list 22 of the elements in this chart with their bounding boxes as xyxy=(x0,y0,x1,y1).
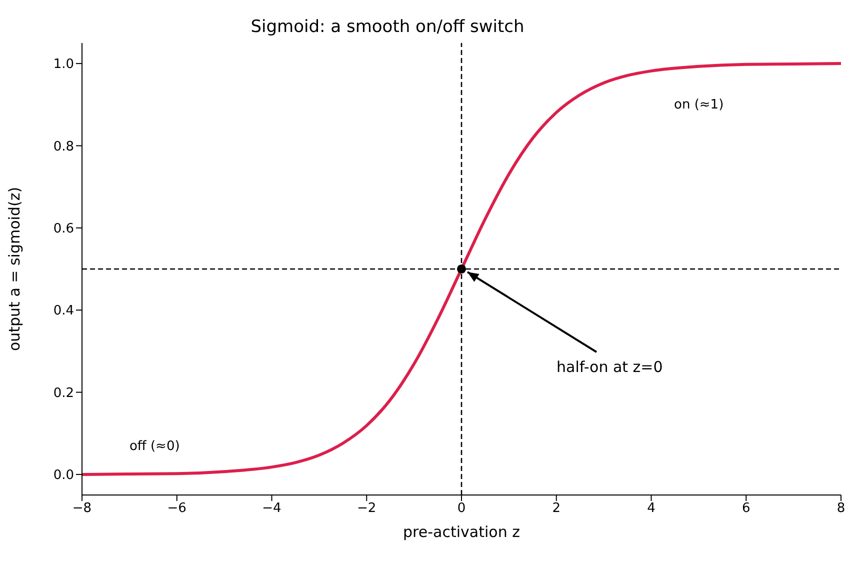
x-tick-label: 2 xyxy=(552,501,561,516)
x-tick-label: 0 xyxy=(457,501,466,516)
x-tick-label: −2 xyxy=(357,501,376,516)
x-axis-title: pre-activation z xyxy=(403,523,520,541)
x-tick-label: −4 xyxy=(262,501,282,516)
y-tick-label: 0.2 xyxy=(53,386,74,401)
annotation: on (≈1) xyxy=(674,98,724,113)
x-tick-label: −8 xyxy=(72,501,92,516)
y-tick-label: 0.0 xyxy=(53,468,74,484)
x-tick-label: 8 xyxy=(836,501,846,516)
chart-title: Sigmoid: a smooth on/off switch xyxy=(250,17,524,37)
line-series xyxy=(82,62,841,476)
y-axis-title: output a = sigmoid(z) xyxy=(5,186,24,352)
x-tick-label: −6 xyxy=(167,501,186,516)
annotation: off (≈0) xyxy=(129,438,180,454)
y-tick-label: 0.6 xyxy=(53,222,74,237)
y-tick-label: 0.4 xyxy=(53,304,74,319)
y-tick-label: 0.8 xyxy=(53,139,74,154)
y-tick-label: 1.0 xyxy=(53,57,74,72)
x-tick-label: 4 xyxy=(647,501,656,516)
x-tick-label: 6 xyxy=(742,501,750,516)
annotation: half-on at z=0 xyxy=(556,358,663,376)
